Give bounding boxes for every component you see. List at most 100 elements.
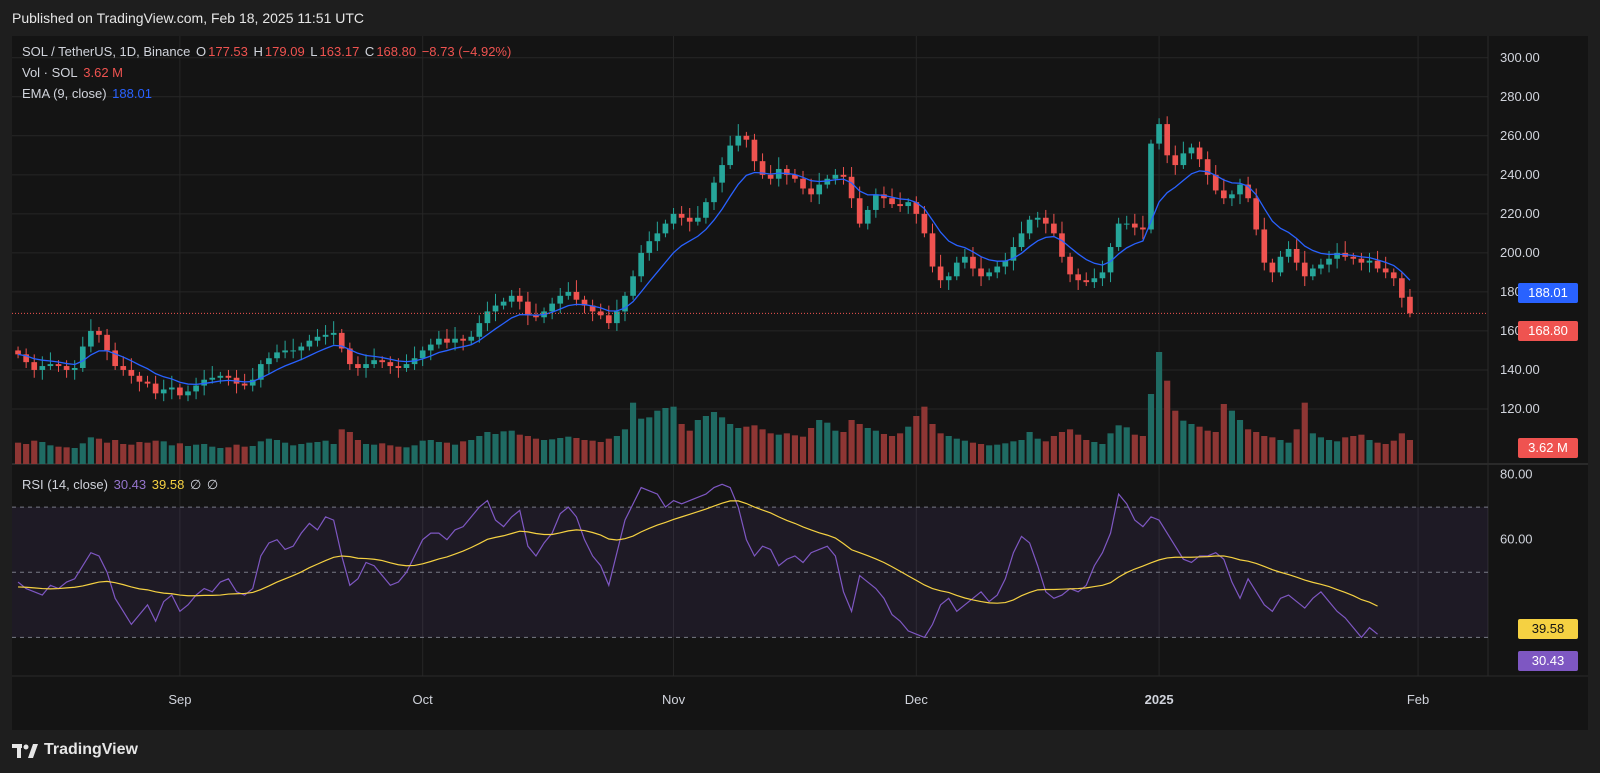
volume-bar: [1293, 429, 1300, 464]
volume-bar: [265, 438, 272, 464]
candle-body: [152, 383, 159, 394]
candle-body: [759, 161, 766, 175]
open-value: 177.53: [208, 44, 248, 59]
candle-body: [209, 377, 216, 380]
volume-bar: [298, 444, 305, 464]
symbol-label[interactable]: SOL / TetherUS, 1D, Binance: [22, 44, 191, 59]
volume-bar: [516, 434, 523, 464]
candle-body: [427, 344, 434, 351]
candle-body: [1002, 260, 1009, 267]
candle-body: [225, 375, 232, 378]
volume-bar: [1220, 404, 1227, 464]
candle-body: [47, 364, 54, 367]
candle-body: [1334, 252, 1340, 259]
volume-bar: [532, 438, 540, 464]
volume-bar: [1139, 436, 1146, 464]
volume-legend[interactable]: Vol · SOL 3.62 M: [22, 65, 125, 80]
candle-body: [905, 202, 912, 207]
volume-bar: [913, 416, 920, 464]
price-tick-label: 260.00: [1500, 128, 1540, 143]
volume-bar: [371, 444, 378, 464]
volume-bar: [1115, 425, 1122, 464]
volume-bar: [484, 432, 491, 464]
high-value: 179.09: [264, 44, 305, 59]
rsi-legend[interactable]: RSI (14, close) 30.43 39.58 ∅ ∅: [22, 477, 220, 493]
volume-bar: [330, 444, 337, 464]
volume-bar: [1204, 430, 1211, 464]
volume-bar: [39, 442, 46, 464]
volume-bar: [451, 444, 459, 464]
volume-bar: [719, 417, 726, 464]
volume-bar: [1123, 427, 1130, 464]
volume-bar: [23, 444, 30, 464]
candle-body: [638, 252, 644, 277]
candle-body: [1358, 258, 1365, 263]
candle-body: [1034, 217, 1041, 220]
volume-bar: [1034, 438, 1041, 464]
low-value: 163.17: [319, 44, 360, 59]
price-chart-svg[interactable]: 300.00280.00260.00240.00220.00200.00180.…: [12, 36, 1588, 730]
volume-bar: [832, 430, 839, 464]
ema-legend[interactable]: EMA (9, close) 188.01: [22, 86, 154, 101]
volume-bar: [419, 440, 426, 464]
volume-bar: [856, 424, 863, 464]
volume-bar: [1188, 424, 1195, 464]
volume-value: 3.62 M: [83, 65, 124, 80]
volume-bar: [249, 446, 256, 464]
candle-body: [848, 176, 855, 199]
candle-body: [856, 198, 863, 224]
candle-body: [1366, 260, 1373, 263]
candle-body: [646, 241, 653, 253]
volume-bar: [87, 437, 94, 464]
volume-bar: [621, 429, 629, 464]
time-tick-label: Oct: [413, 692, 434, 707]
candle-body: [403, 364, 410, 368]
volume-bar: [1277, 440, 1284, 464]
volume-bar: [791, 435, 798, 464]
candle-body: [516, 295, 523, 302]
volume-bar: [1398, 433, 1405, 464]
candle-body: [452, 338, 458, 343]
candle-body: [630, 276, 636, 296]
rsi-tick-label: 60.00: [1500, 532, 1533, 547]
volume-bar: [1358, 434, 1365, 464]
candle-body: [1237, 184, 1243, 195]
volume-bar: [638, 418, 645, 464]
volume-bar: [193, 444, 200, 464]
volume-bar: [775, 434, 782, 464]
volume-bar: [565, 436, 572, 464]
volume-bar: [306, 442, 313, 464]
rsi-ma-tag: 39.58: [1518, 619, 1578, 639]
candle-body: [1318, 264, 1324, 269]
candle-body: [1269, 262, 1276, 273]
volume-bar: [751, 425, 758, 464]
volume-bar: [71, 448, 78, 464]
volume-bar: [508, 430, 515, 464]
volume-bar: [241, 446, 248, 464]
volume-bar: [314, 442, 321, 464]
candle-body: [1188, 147, 1195, 154]
tradingview-logo[interactable]: TradingView: [12, 740, 138, 760]
candle-body: [217, 375, 224, 378]
brand-name: TradingView: [44, 741, 138, 758]
volume-bar: [605, 438, 612, 464]
volume-bar: [557, 438, 564, 464]
candle-body: [978, 268, 984, 277]
volume-bar: [921, 406, 928, 464]
candle-body: [168, 387, 175, 390]
ema-value: 188.01: [112, 86, 152, 101]
time-tick-label: Nov: [662, 692, 686, 707]
candle-body: [249, 379, 256, 386]
candle-body: [1075, 274, 1081, 281]
candle-body: [1212, 174, 1219, 191]
candle-body: [1326, 258, 1332, 265]
candle-body: [460, 338, 466, 341]
candle-body: [241, 383, 248, 386]
volume-bar: [872, 430, 879, 464]
chart-frame[interactable]: 300.00280.00260.00240.00220.00200.00180.…: [12, 36, 1588, 730]
volume-bar: [160, 441, 167, 464]
ema-label: EMA (9, close): [22, 86, 107, 101]
candle-body: [937, 266, 944, 281]
volume-bar: [63, 447, 70, 464]
volume-bar: [630, 402, 637, 464]
